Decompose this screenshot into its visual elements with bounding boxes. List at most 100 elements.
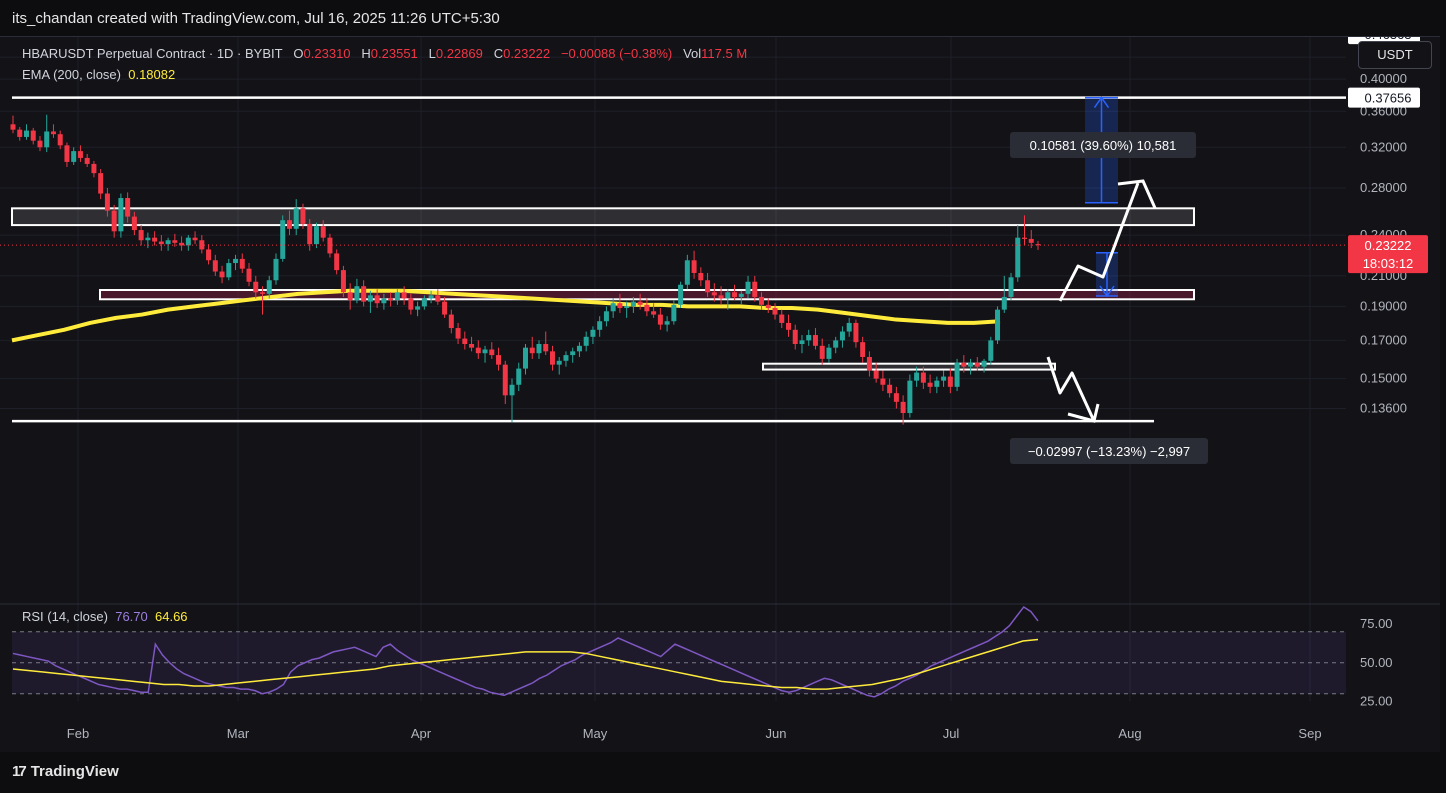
credit-text: its_chandan created with TradingView.com… <box>12 10 500 27</box>
candle-body <box>705 280 711 293</box>
candle-body <box>179 242 185 246</box>
close-value: 0.23222 <box>503 46 551 61</box>
candle-body <box>610 303 616 312</box>
candle-body <box>442 301 448 315</box>
candle-body <box>590 329 596 337</box>
last-price-label-box <box>1348 235 1428 274</box>
candle-body <box>792 329 798 344</box>
candle-body <box>684 260 690 285</box>
chart-frame[interactable]: 0.430000.400000.360000.320000.280000.240… <box>0 36 1440 752</box>
candle-body <box>462 338 468 344</box>
candle-body <box>947 376 953 387</box>
tradingview-mark-icon: 17 <box>12 763 27 780</box>
candle-body <box>158 241 164 245</box>
rsi-legend[interactable]: RSI (14, close) 76.70 64.66 <box>22 609 188 624</box>
candle-body <box>192 237 198 241</box>
candle-body <box>691 260 697 273</box>
rsi-tick-label: 75.00 <box>1360 616 1393 631</box>
candle-body <box>711 292 717 296</box>
candle-body <box>887 384 893 394</box>
candle-body <box>1001 296 1007 310</box>
candle-body <box>833 340 839 348</box>
candle-body <box>448 314 454 329</box>
candle-body <box>421 298 427 307</box>
candle-body <box>388 298 394 301</box>
ema-line <box>11 288 1001 343</box>
candle-body <box>779 314 785 323</box>
tradingview-logo[interactable]: 17 TradingView <box>12 763 119 780</box>
time-tick-label: May <box>583 726 608 741</box>
candle-body <box>1035 244 1041 246</box>
candle-body <box>866 356 872 371</box>
candle-body <box>320 226 326 238</box>
candle-body <box>873 370 879 379</box>
candle-body <box>651 311 657 315</box>
candle-body <box>529 347 535 354</box>
candle-body <box>219 271 225 278</box>
candle-body <box>752 281 758 297</box>
candle-body <box>199 240 205 250</box>
candle-body <box>145 237 151 241</box>
projection-down-arrow <box>1046 356 1096 422</box>
volume-value: 117.5 M <box>701 46 748 61</box>
ema-label: EMA (200, close) <box>22 67 121 82</box>
low-value: 0.22869 <box>435 46 483 61</box>
rsi-label: RSI (14, close) <box>22 609 108 624</box>
currency-button[interactable]: USDT <box>1358 41 1432 69</box>
candle-body <box>111 210 117 232</box>
measure-arrow-head <box>1099 285 1115 298</box>
rsi-tick-label: 50.00 <box>1360 655 1393 670</box>
price-tick-label: 0.17000 <box>1360 332 1407 347</box>
candle-body <box>212 260 218 272</box>
candle-body <box>71 151 77 162</box>
candle-body <box>630 301 636 307</box>
price-tick-label: 0.19000 <box>1360 298 1407 313</box>
candle-body <box>624 306 630 309</box>
candle-body <box>260 292 266 294</box>
close-label: C <box>493 46 504 61</box>
measure-label-text: 0.10581 (39.60%) 10,581 <box>1030 138 1177 153</box>
candle-body <box>10 124 16 130</box>
candle-body <box>496 355 502 365</box>
candle-body <box>536 343 542 354</box>
candle-body <box>64 145 70 162</box>
time-tick-label: Sep <box>1298 726 1321 741</box>
candle-body <box>367 295 373 302</box>
candle-body <box>428 295 434 299</box>
candle-body <box>759 296 765 305</box>
price-label-target-line-box <box>1348 87 1420 108</box>
candle-body <box>347 292 353 301</box>
open-label: O <box>293 46 304 61</box>
candle-body <box>543 343 549 352</box>
measure-label-box <box>1010 438 1208 464</box>
candle-body <box>104 193 110 211</box>
candle-body <box>860 342 866 357</box>
candle-body <box>300 208 306 224</box>
candle-body <box>239 258 245 269</box>
symbol-name[interactable]: HBARUSDT Perpetual Contract · 1D · BYBIT <box>22 46 283 61</box>
candle-body <box>644 304 650 312</box>
candle-body <box>172 240 178 243</box>
ema-legend[interactable]: EMA (200, close) 0.18082 <box>22 67 175 82</box>
candle-body <box>266 280 272 294</box>
candle-body <box>745 281 751 294</box>
time-tick-label: Jun <box>766 726 787 741</box>
time-tick-label: Jul <box>943 726 960 741</box>
price-label-target-line: 0.37656 <box>1365 91 1412 106</box>
candle-body <box>435 295 441 302</box>
candle-body <box>583 336 589 346</box>
candle-body <box>981 360 987 367</box>
candle-body <box>523 347 528 369</box>
candle-body <box>603 311 609 322</box>
candle-body <box>152 237 158 242</box>
candle-body <box>914 372 920 381</box>
top-bar: its_chandan created with TradingView.com… <box>0 0 1446 36</box>
candle-body <box>1022 237 1028 239</box>
candle-body <box>799 340 805 344</box>
chart-canvas[interactable]: 0.430000.400000.360000.320000.280000.240… <box>0 37 1440 752</box>
candle-body <box>934 380 940 387</box>
candle-body <box>563 355 569 361</box>
candle-body <box>961 362 967 367</box>
rsi-ma-value: 64.66 <box>155 609 188 624</box>
candle-body <box>394 292 400 301</box>
